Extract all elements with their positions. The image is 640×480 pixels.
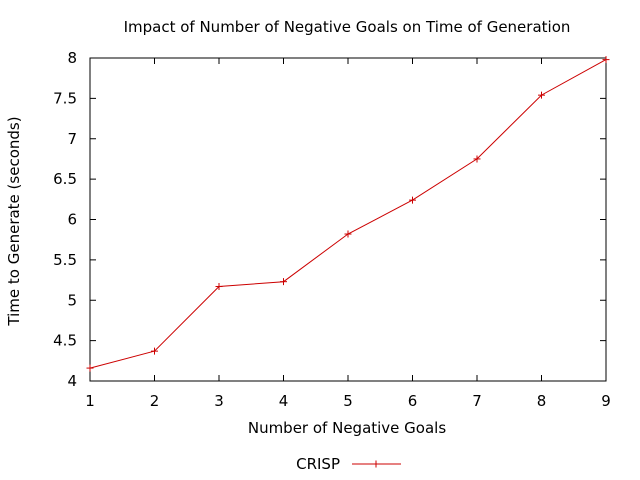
- x-tick-label-4: 5: [343, 392, 353, 410]
- legend: CRISP: [296, 455, 401, 473]
- axis-ticks: 1 2 3 4 5 6 7 8 9 4 4.5 5 5.5 6 6.5 7 7.5 8: [53, 49, 611, 410]
- x-tick-label-2: 3: [214, 392, 224, 410]
- y-axis-label: Time to Generate (seconds): [5, 116, 23, 326]
- legend-plus-marker: [372, 460, 380, 468]
- legend-label: CRISP: [296, 455, 340, 473]
- y-tick-label-2: 5: [67, 291, 77, 309]
- x-tick-label-3: 4: [279, 392, 289, 410]
- x-tick-label-0: 1: [85, 392, 95, 410]
- y-tick-label-3: 5.5: [53, 251, 77, 269]
- x-axis-label: Number of Negative Goals: [248, 419, 446, 437]
- data-point-0-4: [344, 230, 352, 238]
- x-tick-label-5: 6: [408, 392, 418, 410]
- x-tick-label-8: 9: [601, 392, 611, 410]
- y-tick-label-7: 7.5: [53, 89, 77, 107]
- y-tick-label-8: 8: [67, 49, 77, 67]
- y-tick-label-0: 4: [67, 372, 77, 390]
- series-line-0: [89, 59, 607, 369]
- plot-frame: [89, 57, 607, 382]
- x-tick-label-1: 2: [150, 392, 160, 410]
- data-point-0-1: [151, 347, 158, 355]
- data-point-0-6: [473, 155, 481, 163]
- legend-marker: [372, 460, 380, 468]
- y-tick-label-1: 4.5: [53, 332, 77, 350]
- data-point-0-3: [280, 278, 287, 286]
- y-tick-label-6: 7: [67, 130, 77, 148]
- y-tick-label-5: 6.5: [53, 170, 77, 188]
- x-tick-label-6: 7: [472, 392, 482, 410]
- data-point-0-8: [602, 56, 610, 64]
- data-point-0-0: [86, 364, 94, 372]
- y-tick-label-4: 6: [67, 211, 77, 229]
- data-point-0-7: [538, 91, 545, 99]
- data-point-0-2: [215, 283, 223, 291]
- series-layer: [86, 56, 610, 372]
- x-tick-label-7: 8: [537, 392, 547, 410]
- chart-title: Impact of Number of Negative Goals on Ti…: [124, 18, 571, 36]
- data-point-0-5: [409, 196, 416, 204]
